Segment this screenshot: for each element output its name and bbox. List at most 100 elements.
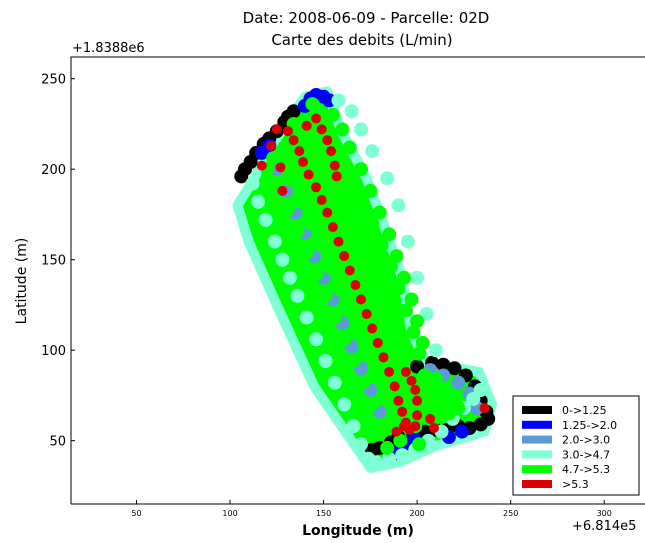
data-point: [451, 375, 466, 390]
data-point: [363, 183, 378, 198]
x-tick-label: 100: [222, 509, 237, 518]
data-point: [346, 419, 361, 434]
data-point: [412, 410, 423, 421]
data-point: [318, 354, 333, 368]
data-point: [365, 397, 380, 412]
data-point: [355, 375, 370, 390]
data-point: [342, 140, 357, 155]
data-point: [258, 212, 273, 227]
data-point: [322, 135, 333, 146]
data-point: [429, 423, 439, 433]
data-point: [245, 176, 260, 191]
data-point: [275, 252, 290, 267]
data-point: [384, 366, 395, 377]
x-tick-label: 50: [131, 509, 141, 518]
data-point: [369, 368, 383, 383]
data-point: [380, 171, 395, 186]
data-point: [436, 357, 451, 372]
data-point: [340, 303, 355, 318]
legend-swatch: [522, 450, 552, 459]
data-point: [256, 160, 267, 171]
data-point: [316, 124, 327, 135]
data-point: [438, 383, 453, 397]
data-point: [412, 346, 426, 361]
data-point: [298, 157, 308, 167]
data-point: [361, 309, 372, 319]
chart-title-line2: Carte des debits (L/min): [271, 31, 452, 49]
data-point: [290, 223, 305, 238]
data-point: [350, 280, 361, 290]
data-point: [404, 292, 419, 307]
data-point: [303, 169, 314, 180]
x-tick-label: 300: [597, 509, 612, 518]
data-point: [428, 372, 443, 387]
data-point: [447, 361, 462, 376]
data-point: [309, 267, 324, 282]
data-point: [359, 346, 374, 361]
data-point: [374, 238, 389, 253]
data-point: [415, 335, 430, 350]
data-point: [423, 390, 438, 405]
data-point: [356, 294, 366, 305]
data-point: [412, 437, 426, 452]
data-point: [282, 270, 297, 285]
data-point: [299, 245, 314, 260]
data-point: [337, 332, 352, 347]
data-point: [399, 421, 409, 432]
data-point: [322, 259, 337, 274]
data-point: [299, 310, 314, 325]
x-tick-label: 200: [409, 509, 424, 518]
data-point: [354, 122, 368, 137]
data-point: [277, 140, 292, 155]
data-point: [385, 411, 400, 426]
data-point: [367, 323, 378, 334]
data-point: [398, 303, 413, 318]
data-point: [383, 259, 398, 274]
data-point: [322, 207, 333, 218]
data-point: [290, 288, 305, 303]
data-point: [346, 174, 361, 189]
data-point: [406, 375, 417, 386]
data-point: [393, 433, 408, 448]
data-point: [380, 440, 395, 455]
data-point: [352, 265, 367, 280]
points-layer: [234, 88, 496, 470]
data-point: [410, 270, 425, 285]
data-point: [337, 397, 352, 412]
data-point: [372, 205, 387, 220]
data-point: [288, 135, 299, 146]
data-point: [455, 424, 469, 439]
data-point: [305, 97, 320, 112]
legend-swatch: [522, 465, 552, 474]
data-point: [275, 162, 286, 173]
data-point: [271, 124, 282, 135]
data-point: [312, 238, 327, 253]
x-ticks: 50 100 150 200 250 300: [131, 500, 612, 518]
data-point: [365, 144, 380, 159]
data-point: [410, 385, 421, 395]
legend-label: 3.0->4.7: [562, 448, 610, 461]
plot-area: [70, 56, 645, 505]
data-point: [412, 395, 423, 406]
data-point: [251, 194, 266, 209]
data-point: [365, 216, 380, 231]
data-point: [369, 455, 383, 470]
data-point: [400, 366, 411, 377]
data-point: [327, 222, 338, 233]
data-point: [432, 397, 447, 412]
data-point: [294, 194, 309, 209]
y-tick-label: 100: [41, 344, 66, 359]
series-4-7-5-3: [260, 97, 466, 455]
data-point: [309, 332, 324, 347]
data-point: [391, 426, 402, 437]
data-point: [406, 325, 421, 340]
data-point: [329, 160, 340, 171]
data-point: [350, 325, 365, 340]
data-point: [333, 236, 344, 247]
x-offset-label: +6.814e5: [572, 519, 636, 534]
data-point: [331, 93, 346, 108]
data-point: [451, 401, 466, 416]
data-point: [354, 437, 368, 452]
data-point: [473, 417, 488, 432]
data-point: [425, 413, 436, 424]
